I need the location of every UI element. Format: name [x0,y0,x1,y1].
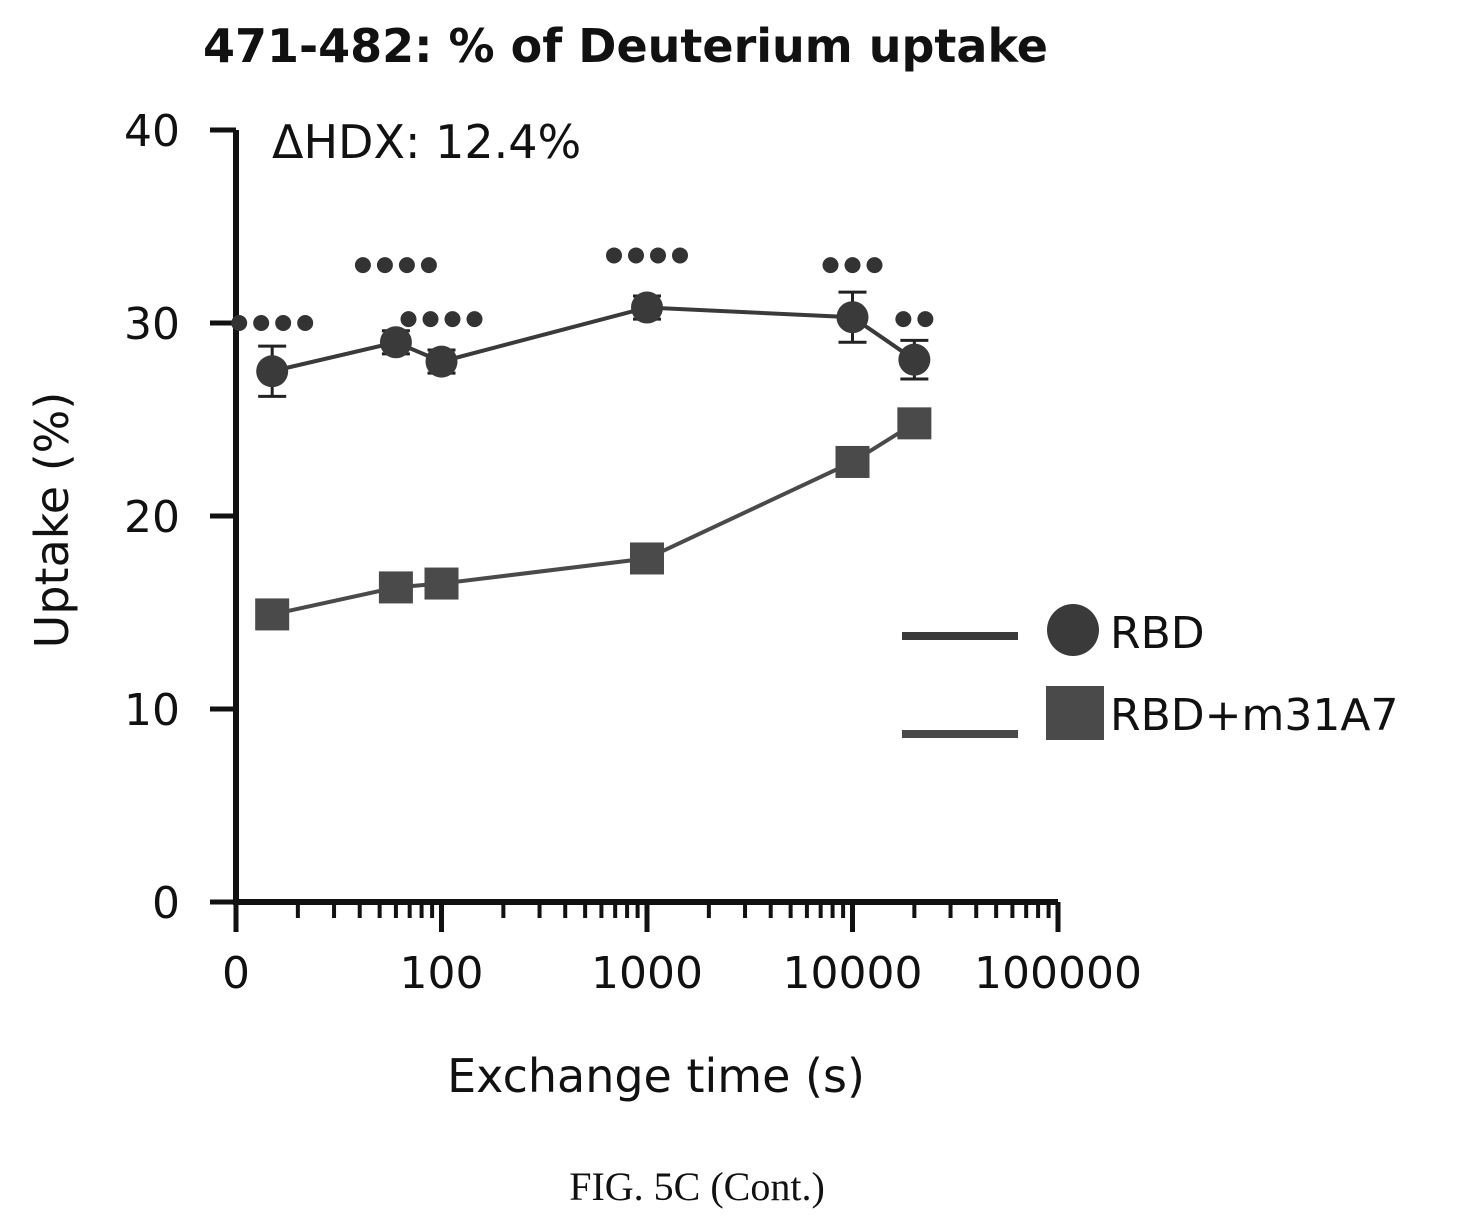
x-tick-label: 1000 [591,948,703,999]
x-axis-label: Exchange time (s) [447,1049,865,1103]
legend: RBD RBD+m31A7 [902,604,1398,741]
data-point [379,326,412,359]
y-tick-label: 40 [124,106,180,157]
y-axis-label: Uptake (%) [25,392,79,649]
data-point [897,407,932,440]
significance-mark [400,311,417,328]
significance-mark [917,311,934,328]
significance-mark [354,257,371,274]
series-line [271,421,916,617]
significance-mark [822,257,839,274]
significance-mark [844,257,861,274]
data-point [425,345,458,378]
data-point [836,301,869,334]
data-point [255,598,290,631]
delta-hdx-annotation: ΔHDX: 12.4% [272,115,581,169]
x-tick-label: 0 [222,948,250,999]
y-tick-label: 30 [124,299,180,350]
significance-mark [628,247,644,264]
x-tick-label: 10000 [783,948,923,999]
significance-mark [444,311,461,328]
significance-mark [275,315,292,331]
series-layer [255,290,932,631]
legend-marker-rbd-m31a7 [1046,686,1104,740]
x-tick-label: 100000 [974,948,1142,999]
y-tick-label: 0 [152,878,180,929]
significance-mark [895,311,912,328]
data-point [630,542,664,575]
data-point [835,445,870,478]
significance-mark [376,257,393,274]
chart-title: 471-482: % of Deuterium uptake [203,19,1048,73]
significance-mark [466,311,483,328]
legend-label-rbd-m31a7: RBD+m31A7 [1110,690,1398,741]
figure-caption: FIG. 5C (Cont.) [569,1164,825,1209]
data-point [898,343,931,376]
y-tick-label: 20 [124,492,180,543]
series-rbd-m31a7 [255,407,932,631]
x-tick-label: 100 [400,948,484,999]
significance-mark [297,315,314,331]
data-point [631,291,663,324]
significance-mark [672,247,688,264]
legend-label-rbd: RBD [1110,608,1205,659]
data-point [378,571,413,604]
significance-mark [231,315,248,331]
significance-mark [420,257,437,274]
significance-mark [866,257,883,274]
significance-mark [422,311,439,328]
data-point [256,355,289,388]
data-point [424,567,459,600]
significance-mark [398,257,415,274]
legend-marker-rbd [1047,604,1099,656]
significance-mark [650,247,666,264]
series-line [271,305,916,374]
y-tick-label: 10 [124,685,180,736]
significance-mark [253,315,270,331]
significance-layer [231,247,934,331]
minor-ticks [295,902,1051,918]
significance-mark [606,247,622,264]
chart-axes: 0 10 20 30 40 0 100 1000 10000 100000 [124,106,1142,999]
series-rbd [256,290,931,398]
